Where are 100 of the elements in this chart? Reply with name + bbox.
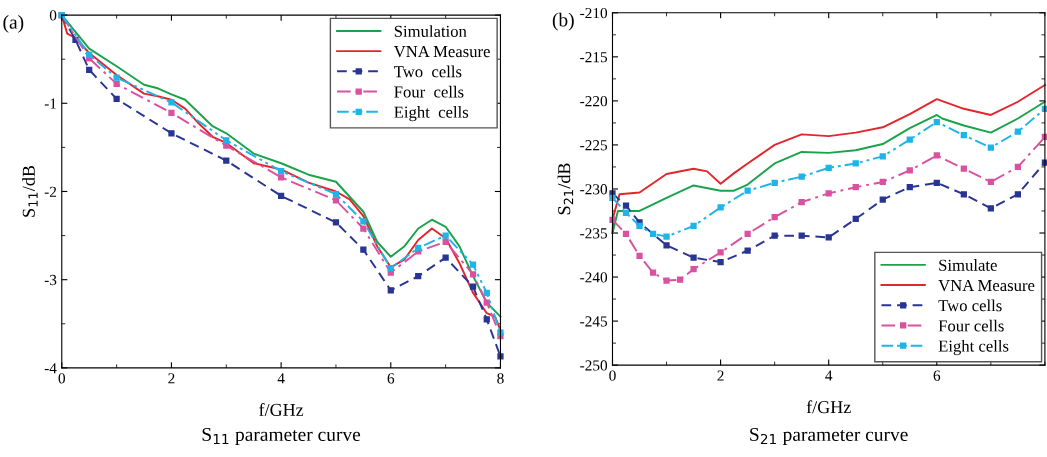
point bbox=[277, 174, 285, 181]
point bbox=[663, 277, 670, 284]
x-tick-label: 0 bbox=[609, 370, 616, 381]
point bbox=[332, 191, 340, 198]
text: (b) bbox=[552, 12, 574, 31]
y-tick-label: -215 bbox=[580, 52, 608, 63]
point bbox=[86, 66, 93, 73]
legend-label: Four cells bbox=[394, 85, 464, 98]
point bbox=[609, 216, 616, 223]
point bbox=[387, 265, 394, 272]
point bbox=[960, 132, 967, 139]
x-tick-label: 4 bbox=[825, 370, 833, 381]
y-tick-label: -4 bbox=[44, 363, 57, 374]
point bbox=[933, 152, 940, 159]
point bbox=[960, 165, 967, 172]
point bbox=[825, 234, 832, 241]
point bbox=[223, 137, 230, 144]
point bbox=[690, 254, 697, 261]
point bbox=[636, 252, 643, 260]
x-tick-label: 2 bbox=[717, 370, 724, 381]
y-tick-label: -3 bbox=[44, 274, 57, 286]
point bbox=[906, 184, 913, 191]
y-tick-label: -235 bbox=[580, 228, 608, 239]
y-tick-label: -240 bbox=[580, 272, 608, 283]
legend-label: VNA Measure bbox=[938, 279, 1035, 292]
point bbox=[852, 184, 859, 191]
y-axis-title: S$_{21}$/dB bbox=[557, 163, 574, 215]
point bbox=[879, 196, 886, 203]
point bbox=[442, 254, 449, 261]
text: S$_{21}$ parameter curve bbox=[750, 427, 908, 445]
point bbox=[360, 225, 367, 232]
point bbox=[744, 187, 751, 194]
point bbox=[825, 190, 832, 197]
point bbox=[771, 179, 778, 186]
point bbox=[113, 80, 120, 88]
point bbox=[987, 205, 994, 212]
point bbox=[1014, 128, 1022, 135]
point bbox=[442, 238, 449, 245]
point bbox=[415, 273, 422, 280]
point bbox=[852, 160, 859, 167]
legend-label: Simulate bbox=[939, 259, 997, 271]
point bbox=[906, 167, 913, 174]
point bbox=[622, 209, 630, 216]
point bbox=[798, 199, 805, 206]
point bbox=[415, 244, 422, 252]
point bbox=[987, 144, 994, 151]
point bbox=[825, 164, 832, 171]
y-axis-title: S$_{11}$/dB bbox=[22, 165, 38, 217]
point bbox=[663, 233, 670, 240]
legend-label: Eight cells bbox=[394, 106, 469, 122]
point bbox=[649, 230, 657, 238]
point bbox=[469, 261, 477, 268]
x-axis-title: f/GHz bbox=[259, 403, 304, 416]
point bbox=[960, 191, 967, 198]
point bbox=[360, 246, 367, 253]
point bbox=[676, 276, 684, 283]
point bbox=[622, 202, 630, 209]
point bbox=[223, 157, 230, 164]
point bbox=[483, 289, 490, 297]
y-tick-label: -230 bbox=[580, 184, 608, 195]
y-tick-label: -225 bbox=[580, 140, 608, 151]
point bbox=[649, 269, 657, 276]
point bbox=[168, 109, 175, 117]
y-tick-label: -220 bbox=[580, 96, 608, 107]
point bbox=[497, 329, 504, 336]
point bbox=[113, 95, 120, 102]
point bbox=[744, 230, 751, 238]
point bbox=[1014, 163, 1022, 171]
point bbox=[771, 232, 778, 239]
legend-label: Four cells bbox=[938, 319, 1004, 332]
point bbox=[636, 222, 643, 230]
y-tick-label: -210 bbox=[580, 7, 608, 19]
point bbox=[771, 214, 778, 221]
x-tick-label: 4 bbox=[277, 373, 285, 384]
point bbox=[1014, 191, 1022, 198]
point bbox=[168, 99, 175, 106]
point bbox=[360, 218, 367, 225]
point bbox=[690, 222, 697, 230]
point bbox=[717, 249, 724, 256]
y-tick-label: -1 bbox=[44, 98, 56, 109]
point bbox=[469, 283, 477, 290]
legend-label: Two cells bbox=[394, 65, 462, 78]
point bbox=[469, 271, 477, 278]
point bbox=[798, 232, 805, 239]
point bbox=[277, 192, 285, 200]
legend-label: Two cells bbox=[938, 299, 1002, 312]
point bbox=[663, 242, 670, 249]
point bbox=[879, 153, 886, 160]
point bbox=[113, 74, 120, 81]
legend-label: VNA Measure bbox=[393, 45, 490, 58]
point bbox=[497, 353, 504, 360]
point bbox=[332, 219, 340, 226]
point bbox=[690, 266, 697, 273]
point bbox=[483, 316, 490, 323]
point bbox=[332, 197, 340, 204]
text: (a) bbox=[3, 15, 24, 33]
point bbox=[933, 179, 940, 186]
x-tick-label: 2 bbox=[168, 373, 175, 384]
point bbox=[622, 230, 630, 238]
point bbox=[798, 173, 805, 180]
